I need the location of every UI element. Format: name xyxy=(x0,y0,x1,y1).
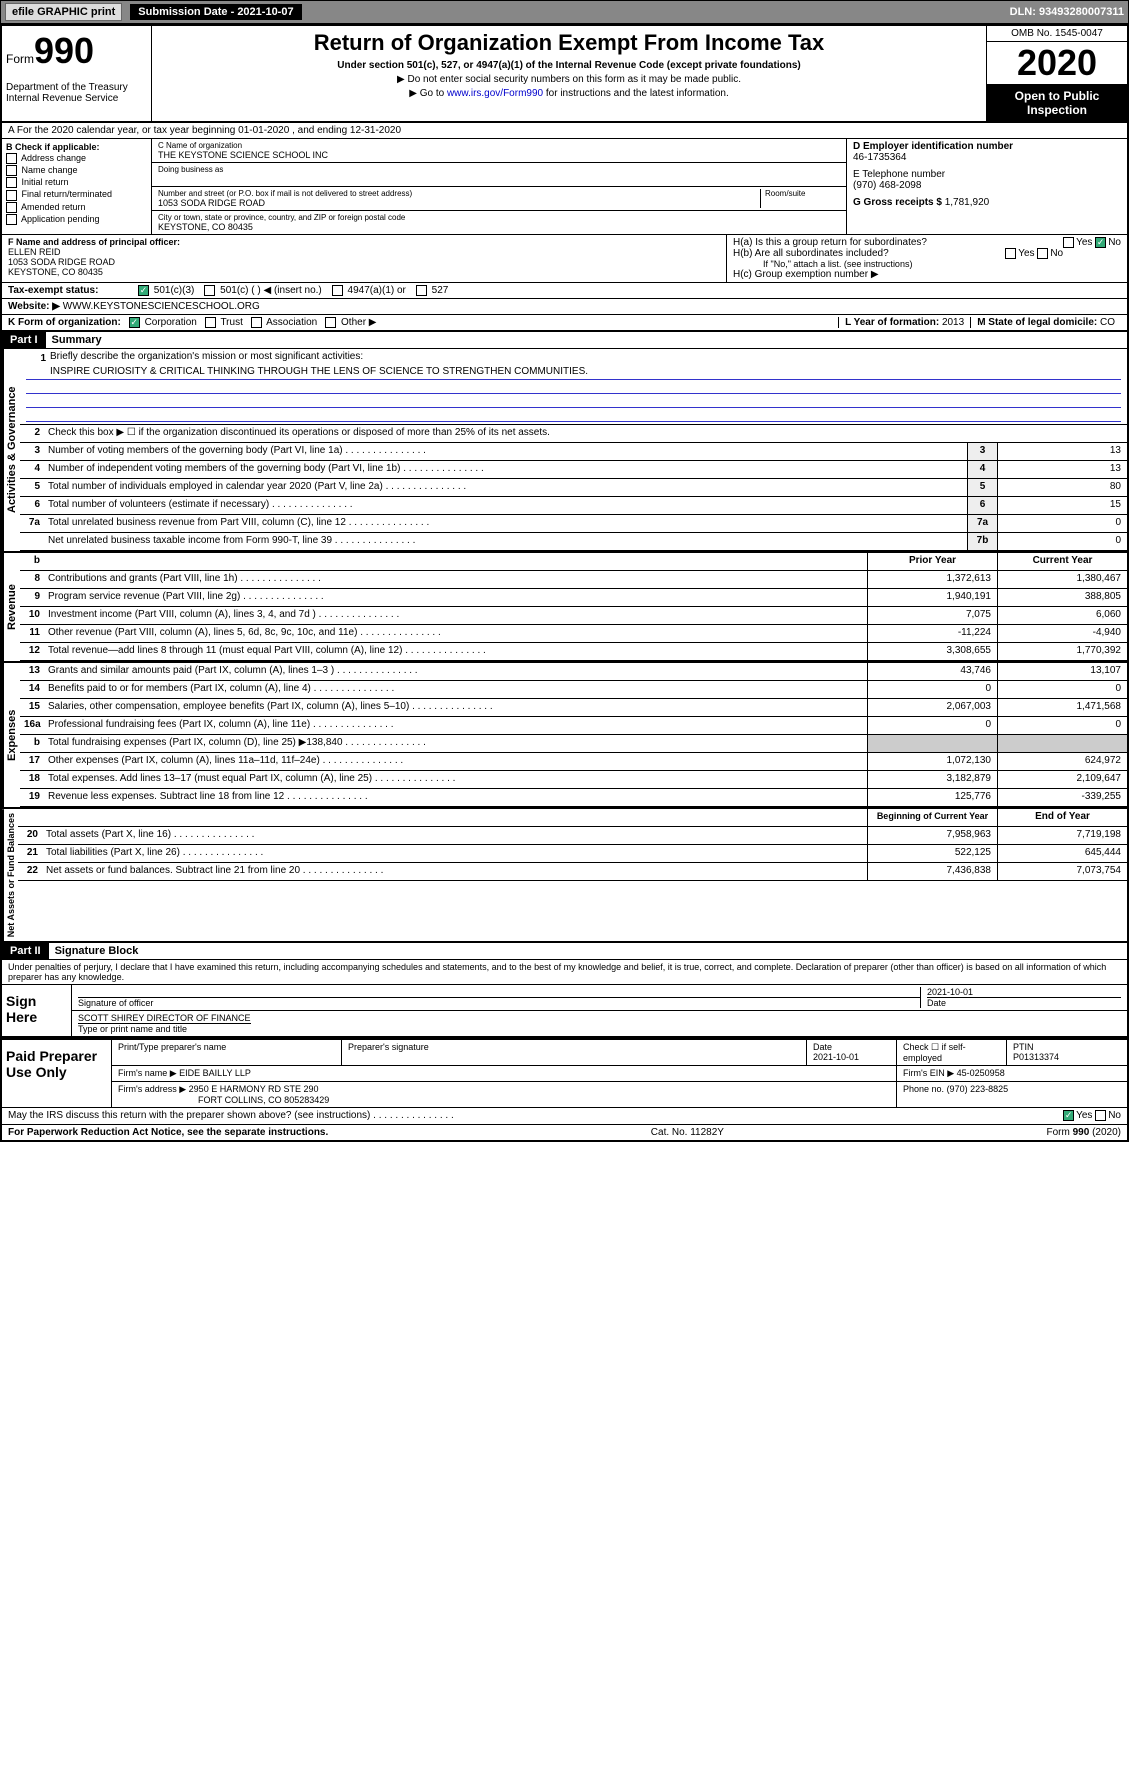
data-line: bTotal fundraising expenses (Part IX, co… xyxy=(20,735,1127,753)
colb-item: Amended return xyxy=(6,202,147,213)
org-name: THE KEYSTONE SCIENCE SCHOOL INC xyxy=(158,150,840,160)
officer-name: ELLEN REID xyxy=(8,247,720,257)
side-revenue: Revenue xyxy=(2,553,20,661)
hb-no-chk[interactable] xyxy=(1037,248,1048,259)
data-line: 16aProfessional fundraising fees (Part I… xyxy=(20,717,1127,735)
perjury-text: Under penalties of perjury, I declare th… xyxy=(2,960,1127,984)
ssn-warning: ▶ Do not enter social security numbers o… xyxy=(160,74,978,85)
colb-item: Address change xyxy=(6,153,147,164)
data-line: 19Revenue less expenses. Subtract line 1… xyxy=(20,789,1127,807)
gov-line: 5Total number of individuals employed in… xyxy=(20,479,1127,497)
gross-receipts: 1,781,920 xyxy=(945,197,990,208)
data-line: 12Total revenue—add lines 8 through 11 (… xyxy=(20,643,1127,661)
officer-signed-name: SCOTT SHIREY DIRECTOR OF FINANCE xyxy=(78,1013,251,1024)
gov-line: 7aTotal unrelated business revenue from … xyxy=(20,515,1127,533)
data-line: 10Investment income (Part VIII, column (… xyxy=(20,607,1127,625)
efile-print-btn[interactable]: efile GRAPHIC print xyxy=(5,3,122,21)
colb-item: Final return/terminated xyxy=(6,189,147,200)
phone: (970) 468-2098 xyxy=(853,180,1121,191)
data-line: 8Contributions and grants (Part VIII, li… xyxy=(20,571,1127,589)
discuss-yes-chk[interactable]: ✓ xyxy=(1063,1110,1074,1121)
year-formation: 2013 xyxy=(942,317,964,328)
side-net-assets: Net Assets or Fund Balances xyxy=(2,809,18,941)
data-line: 21Total liabilities (Part X, line 26)522… xyxy=(18,845,1127,863)
org-city: KEYSTONE, CO 80435 xyxy=(158,222,840,232)
row-a-tax-year: A For the 2020 calendar year, or tax yea… xyxy=(2,123,1127,139)
mission-text: INSPIRE CURIOSITY & CRITICAL THINKING TH… xyxy=(26,366,1121,380)
ein: 46-1735364 xyxy=(853,152,1121,163)
col-b-checkboxes: B Check if applicable: Address change Na… xyxy=(2,139,152,234)
tax-year: 2020 xyxy=(987,42,1127,85)
colb-item: Initial return xyxy=(6,177,147,188)
data-line: 11Other revenue (Part VIII, column (A), … xyxy=(20,625,1127,643)
col-h-group: H(a) Is this a group return for subordin… xyxy=(727,235,1127,282)
gov-line: 3Number of voting members of the governi… xyxy=(20,443,1127,461)
colb-item: Name change xyxy=(6,165,147,176)
form-word: Form xyxy=(6,52,34,66)
footer: For Paperwork Reduction Act Notice, see … xyxy=(2,1124,1127,1140)
omb-number: OMB No. 1545-0047 xyxy=(987,26,1127,42)
subtitle: Under section 501(c), 527, or 4947(a)(1)… xyxy=(160,60,978,71)
form-header: Form990 Department of the Treasury Inter… xyxy=(2,26,1127,123)
discuss-row: May the IRS discuss this return with the… xyxy=(2,1107,1127,1123)
data-line: 22Net assets or fund balances. Subtract … xyxy=(18,863,1127,881)
irs-link[interactable]: www.irs.gov/Form990 xyxy=(447,88,543,99)
row-j-website: Website: ▶ WWW.KEYSTONESCIENCESCHOOL.ORG xyxy=(2,299,1127,315)
dln: DLN: 93493280007311 xyxy=(1010,6,1124,18)
data-line: 15Salaries, other compensation, employee… xyxy=(20,699,1127,717)
colb-item: Application pending xyxy=(6,214,147,225)
firm-ein: 45-0250958 xyxy=(957,1068,1005,1078)
firm-addr: 2950 E HARMONY RD STE 290 xyxy=(189,1084,319,1094)
col-c-org-info: C Name of organizationTHE KEYSTONE SCIEN… xyxy=(152,139,847,234)
row-k-form-org: K Form of organization: ✓ Corporation Tr… xyxy=(2,315,1127,332)
sign-here-label: Sign Here xyxy=(2,985,72,1036)
sig-date: 2021-10-01 xyxy=(927,987,1121,998)
side-expenses: Expenses xyxy=(2,663,20,807)
data-line: 17Other expenses (Part IX, column (A), l… xyxy=(20,753,1127,771)
part2-title: Signature Block xyxy=(49,945,139,957)
gov-line: 6Total number of volunteers (estimate if… xyxy=(20,497,1127,515)
dept-treasury: Department of the Treasury Internal Reve… xyxy=(6,82,147,104)
row-i-tax-status: Tax-exempt status: ✓ 501(c)(3) 501(c) ( … xyxy=(2,283,1127,299)
side-governance: Activities & Governance xyxy=(2,349,20,551)
main-title: Return of Organization Exempt From Incom… xyxy=(160,30,978,56)
part2-hdr: Part II xyxy=(2,943,49,959)
state-domicile: CO xyxy=(1100,317,1115,328)
prep-date: 2021-10-01 xyxy=(813,1052,859,1062)
ptin: P01313374 xyxy=(1013,1052,1059,1062)
corp-chk[interactable]: ✓ xyxy=(129,317,140,328)
part1-hdr: Part I xyxy=(2,332,46,348)
data-line: 13Grants and similar amounts paid (Part … xyxy=(20,663,1127,681)
discuss-no-chk[interactable] xyxy=(1095,1110,1106,1121)
part1-title: Summary xyxy=(46,334,102,346)
data-line: 9Program service revenue (Part VIII, lin… xyxy=(20,589,1127,607)
form-990: Form990 Department of the Treasury Inter… xyxy=(0,24,1129,1142)
org-address: 1053 SODA RIDGE ROAD xyxy=(158,198,760,208)
col-f-officer: F Name and address of principal officer:… xyxy=(2,235,727,282)
hb-yes-chk[interactable] xyxy=(1005,248,1016,259)
firm-phone: (970) 223-8825 xyxy=(947,1084,1009,1094)
501c3-chk[interactable]: ✓ xyxy=(138,285,149,296)
submission-date: Submission Date - 2021-10-07 xyxy=(130,4,301,20)
ha-no-chk[interactable]: ✓ xyxy=(1095,237,1106,248)
data-line: 20Total assets (Part X, line 16)7,958,96… xyxy=(18,827,1127,845)
open-to-public: Open to Public Inspection xyxy=(987,85,1127,121)
data-line: 18Total expenses. Add lines 13–17 (must … xyxy=(20,771,1127,789)
form-number: 990 xyxy=(34,30,94,71)
ha-yes-chk[interactable] xyxy=(1063,237,1074,248)
website: WWW.KEYSTONESCIENCESCHOOL.ORG xyxy=(63,301,260,312)
gov-line: Net unrelated business taxable income fr… xyxy=(20,533,1127,551)
col-d-ein: D Employer identification number46-17353… xyxy=(847,139,1127,234)
paid-preparer-label: Paid Preparer Use Only xyxy=(2,1040,112,1107)
gov-line: 4Number of independent voting members of… xyxy=(20,461,1127,479)
topbar: efile GRAPHIC print Submission Date - 20… xyxy=(0,0,1129,24)
firm-name: EIDE BAILLY LLP xyxy=(179,1068,251,1078)
data-line: 14Benefits paid to or for members (Part … xyxy=(20,681,1127,699)
